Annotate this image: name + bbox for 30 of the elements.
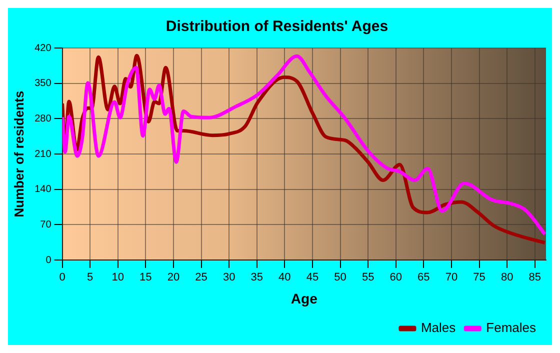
x-tick-label: 25 — [195, 272, 208, 284]
x-tick-label: 50 — [334, 272, 346, 284]
y-tick-label: 350 — [34, 78, 52, 90]
x-tick-label: 40 — [278, 272, 291, 284]
x-tick-label: 20 — [167, 272, 180, 284]
y-tick-label: 280 — [34, 113, 52, 124]
x-tick-label: 10 — [112, 272, 124, 284]
x-tick-label: 80 — [500, 272, 514, 284]
y-tick-label: 420 — [34, 42, 52, 54]
y-axis-title: Number of residents — [11, 90, 26, 218]
x-tick-label: 60 — [390, 272, 402, 284]
x-tick-label: 35 — [250, 272, 264, 284]
x-tick-label: 85 — [528, 272, 542, 284]
y-tick-label: 140 — [34, 184, 52, 196]
x-tick-label: 65 — [418, 272, 430, 284]
chart-title: Distribution of Residents' Ages — [166, 18, 388, 36]
x-axis-title: Age — [290, 290, 318, 306]
legend-label: Males — [420, 320, 456, 336]
x-tick-label: 30 — [222, 272, 236, 284]
x-tick-label: 45 — [306, 272, 319, 284]
x-tick-label: 55 — [362, 272, 374, 284]
x-tick-label: 75 — [473, 272, 486, 284]
x-tick-label: 0 — [59, 272, 66, 284]
legend-label: Females — [486, 320, 536, 336]
x-tick-label: 5 — [87, 272, 94, 284]
y-tick-label: 0 — [46, 254, 52, 266]
x-tick-label: 15 — [140, 272, 152, 284]
y-tick-label: 70 — [40, 219, 52, 230]
x-tick-label: 70 — [445, 272, 458, 284]
y-tick-label: 210 — [34, 148, 52, 160]
